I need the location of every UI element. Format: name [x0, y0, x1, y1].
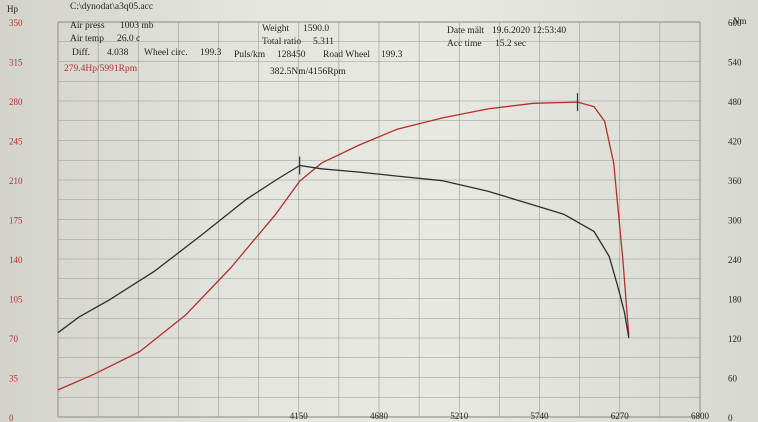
- acc-time-value: 15.2 sec: [495, 39, 527, 49]
- y-left-tick-label: 175: [9, 216, 23, 226]
- road-wheel-label: Road Wheel: [323, 50, 371, 60]
- y-right-tick-label: 540: [728, 58, 742, 68]
- peak-torque-readout: 382.5Nm/4156Rpm: [270, 67, 346, 77]
- date-value: 19.6.2020 12:53:40: [492, 26, 567, 36]
- y-left-tick-label: 315: [9, 58, 23, 68]
- x-tick-label: 6270: [611, 411, 630, 421]
- y-left-tick-label: 140: [9, 255, 23, 265]
- y-left-tick-label: 70: [9, 334, 19, 344]
- wheel-circ-value: 199.3: [200, 48, 222, 58]
- weight-value: 1590.0: [303, 24, 330, 34]
- air-press-label: Air press: [70, 21, 105, 31]
- y-right-tick-label: 240: [728, 255, 742, 265]
- peak-power-readout: 279.4Hp/5991Rpm: [64, 64, 138, 74]
- road-wheel-value: 199.3: [381, 50, 403, 60]
- total-ratio-label: Total ratio: [262, 37, 302, 47]
- y-right-tick-label: 420: [728, 137, 742, 147]
- acc-time-label: Acc time: [447, 39, 482, 49]
- air-temp-value: 26.0 c: [117, 34, 141, 44]
- y-right-tick-label: 60: [728, 374, 738, 384]
- y-right-tick-label: 180: [728, 295, 742, 305]
- y-left-tick-label: 0: [9, 413, 14, 422]
- left-axis-unit: Hp: [7, 4, 18, 14]
- y-right-tick-label: 120: [728, 334, 742, 344]
- right-axis-unit: Nm: [733, 16, 747, 26]
- diff-label: Diff.: [72, 48, 91, 58]
- date-label: Date mält: [447, 26, 485, 36]
- y-right-tick-label: 480: [728, 97, 742, 107]
- x-tick-label: 4150: [290, 411, 309, 421]
- y-right-tick-label: 300: [728, 216, 742, 226]
- y-left-tick-label: 350: [9, 18, 23, 28]
- y-left-tick-label: 245: [9, 137, 23, 147]
- x-tick-label: 5740: [531, 411, 550, 421]
- x-tick-label: 4680: [370, 411, 389, 421]
- x-tick-label: 5210: [450, 411, 469, 421]
- y-left-tick-label: 280: [9, 97, 23, 107]
- y-left-tick-label: 210: [9, 176, 23, 186]
- total-ratio-value: 5.311: [313, 37, 335, 47]
- air-temp-label: Air temp: [70, 34, 105, 44]
- puls-km-label: Puls/km: [234, 50, 266, 60]
- diff-value: 4.038: [107, 48, 129, 58]
- puls-km-value: 128450: [277, 50, 306, 60]
- y-left-tick-label: 35: [9, 374, 19, 384]
- y-left-tick-label: 105: [9, 295, 23, 305]
- y-right-tick-label: 360: [728, 176, 742, 186]
- y-right-tick-label: 0: [728, 413, 733, 422]
- weight-label: Weight: [262, 24, 290, 34]
- air-press-value: 1003 mb: [120, 21, 154, 31]
- wheel-circ-label: Wheel circ.: [144, 48, 188, 58]
- x-tick-label: 6800: [691, 411, 710, 421]
- power-curve: [57, 101, 630, 391]
- torque-curve: [57, 164, 630, 339]
- y-right-tick-label: 600: [728, 18, 742, 28]
- file-path: C:\dynodat\a3q05.acc: [70, 2, 154, 12]
